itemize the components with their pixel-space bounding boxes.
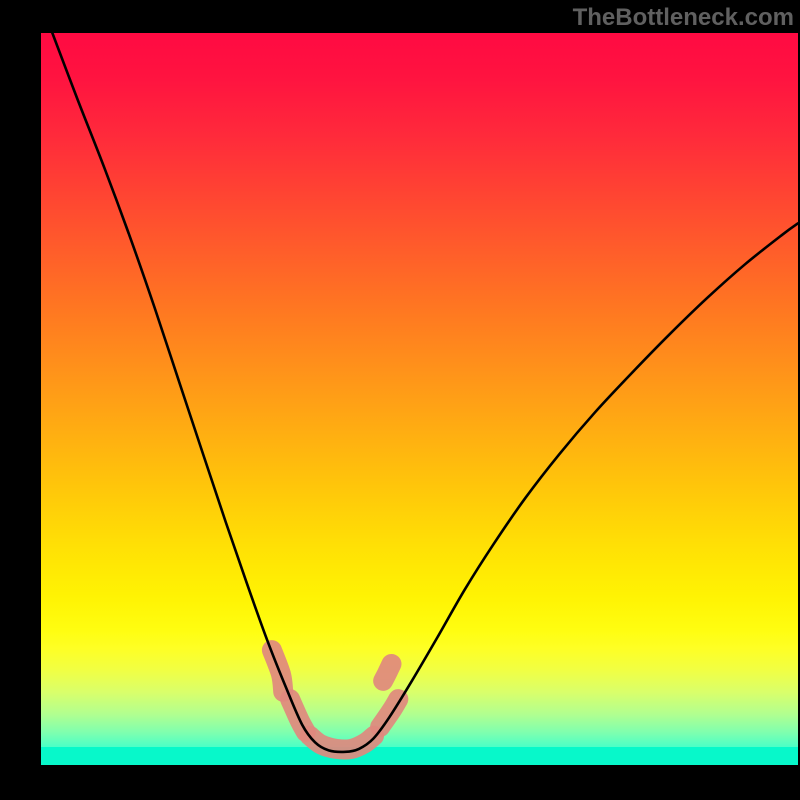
trough-highlight-segment (310, 736, 374, 750)
trough-highlight-segment (383, 664, 391, 681)
plot-area (41, 33, 798, 765)
trough-highlight-segment (380, 699, 398, 727)
canvas: TheBottleneck.com (0, 0, 800, 800)
curves-svg (41, 33, 798, 765)
bottleneck-curve (52, 33, 798, 752)
watermark-label: TheBottleneck.com (573, 4, 794, 32)
